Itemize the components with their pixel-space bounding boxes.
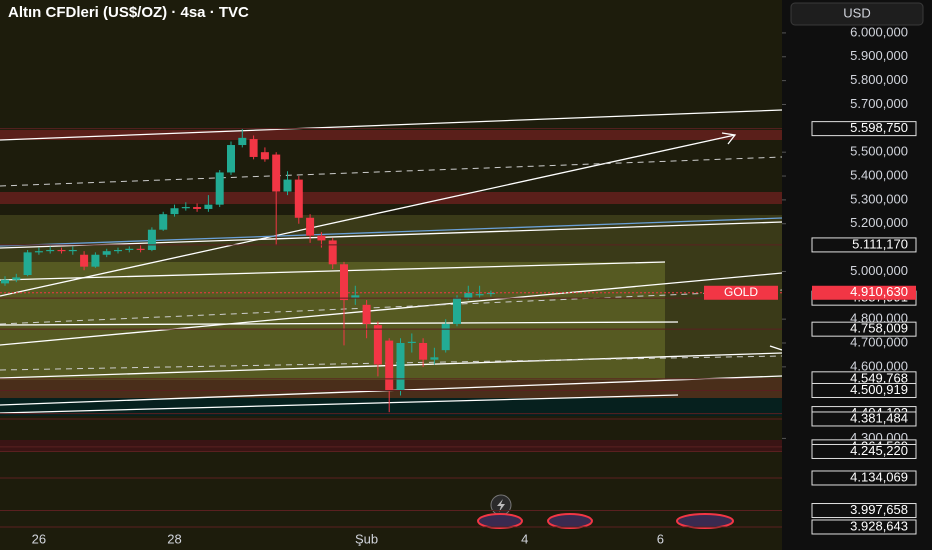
candle-body: [114, 249, 122, 252]
chart-title: Altın CFDleri (US$/OZ) · 4sa · TVC: [8, 4, 249, 21]
candle-body: [340, 264, 348, 301]
y-tick-label: 5.500,000: [850, 144, 908, 159]
candle-body: [396, 342, 405, 391]
candle-body: [57, 249, 66, 252]
candle-body: [351, 295, 360, 298]
event-icons: [477, 494, 734, 529]
candle-body: [373, 325, 382, 365]
level-label: 4.381,484: [850, 410, 908, 425]
candle-body: [227, 145, 235, 173]
candle-body: [362, 304, 371, 324]
y-tick-label: 4.600,000: [850, 358, 908, 373]
x-tick-label: 28: [167, 531, 181, 546]
level-label-box: [811, 411, 917, 427]
candle-body: [91, 254, 100, 267]
x-tick-label: 6: [657, 531, 664, 546]
candle-body: [159, 214, 168, 230]
level-label: 4.134,069: [850, 469, 908, 484]
candle-body: [34, 251, 43, 253]
candle-body: [486, 292, 495, 295]
candle-body: [1, 279, 9, 284]
candle-body: [475, 294, 484, 296]
candle-body: [430, 357, 439, 360]
currency[interactable]: USD: [843, 5, 870, 20]
level-label: 4.500,919: [850, 382, 908, 397]
candle-body: [260, 152, 269, 160]
candle-body: [125, 248, 134, 250]
candle-body: [294, 179, 303, 218]
zone: [0, 398, 782, 416]
candle-body: [385, 340, 394, 391]
candle-body: [215, 172, 224, 205]
zone: [0, 130, 782, 140]
level-label: 4.245,220: [850, 443, 908, 458]
candle-body: [80, 254, 89, 267]
level-label-box: [811, 470, 917, 486]
dashed-lines: [0, 156, 783, 371]
candle-body: [204, 204, 213, 209]
zone: [0, 440, 782, 452]
y-tick-label: 5.200,000: [850, 215, 908, 230]
level-label-box: [811, 121, 917, 137]
candle-body: [453, 297, 461, 324]
candle-body: [272, 154, 281, 192]
level-label-box: [811, 503, 917, 519]
x-tick-label: Şub: [355, 531, 378, 546]
candle-body: [23, 252, 32, 276]
candle-body: [407, 341, 416, 343]
candle-body: [136, 248, 145, 250]
current-price-name: GOLD: [724, 285, 758, 299]
level-label: 3.997,658: [850, 502, 908, 517]
zone: [0, 262, 665, 392]
level-label: 3.928,643: [850, 518, 908, 533]
y-tick-label: 6.000,000: [850, 24, 908, 39]
level-label-box: [811, 237, 917, 253]
level-label-box: [811, 321, 917, 337]
candle-body: [419, 342, 428, 360]
current-price-tag: [704, 285, 778, 300]
candle-body: [170, 208, 179, 215]
level-label: 5.111,170: [852, 236, 908, 251]
level-label-box: [811, 382, 917, 398]
candle-body: [464, 292, 473, 298]
candle-body: [328, 240, 337, 265]
zone: [0, 192, 782, 204]
x-tick-label: 4: [521, 531, 528, 546]
level-label-box: [811, 519, 917, 535]
candle-body: [102, 251, 111, 255]
candle-body: [68, 249, 77, 252]
candle-body: [238, 137, 247, 146]
y-tick-label: 5.900,000: [850, 48, 908, 63]
y-tick-label: 4.700,000: [850, 334, 908, 349]
level-label-box: [811, 443, 917, 459]
candle-body: [46, 249, 55, 252]
candle-body: [181, 207, 190, 209]
current-price-box: [812, 285, 916, 300]
candle-body: [306, 217, 315, 236]
candle-body: [249, 139, 258, 157]
level-label: 4.758,009: [850, 321, 908, 336]
candle-body: [441, 323, 450, 351]
current-price-label: 4.910,630: [850, 284, 908, 299]
candle-body: [317, 235, 326, 241]
level-label: 4.549,768: [850, 370, 908, 385]
candle-body: [147, 229, 156, 250]
currency-button[interactable]: [790, 2, 924, 26]
y-tick-label: 5.700,000: [850, 96, 908, 111]
y-tick-label: 5.800,000: [850, 72, 908, 87]
y-tick-label: 5.300,000: [850, 191, 908, 206]
y-tick-label: 5.000,000: [850, 263, 908, 278]
trend-lines: [0, 109, 783, 414]
candle-body: [12, 277, 21, 280]
candle-body: [193, 207, 202, 209]
level-label: 5.598,750: [850, 120, 908, 135]
candle-body: [283, 179, 292, 192]
x-tick-label: 26: [32, 531, 46, 546]
y-tick-label: 5.400,000: [850, 167, 908, 182]
